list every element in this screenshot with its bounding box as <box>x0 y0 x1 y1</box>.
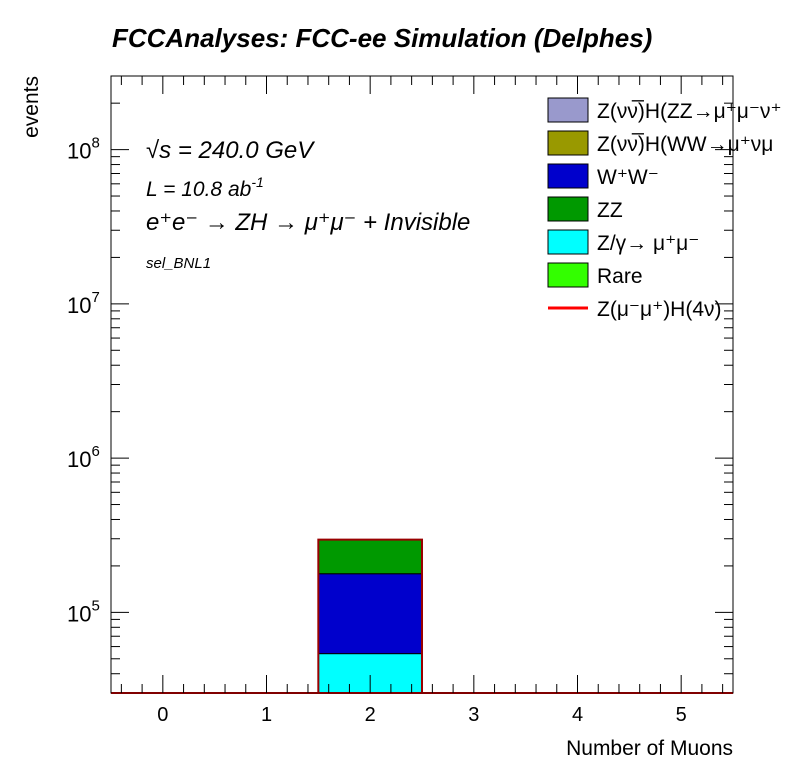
bar-segment <box>317 573 423 655</box>
x-tick-label: 0 <box>157 704 168 726</box>
legend-item: Z(μ⁻μ⁺)H(4ν) <box>548 298 722 321</box>
x-tick-label: 1 <box>261 704 272 726</box>
x-tick-label: 4 <box>572 704 583 726</box>
plot-area: 0 1 2 3 4 5 105 106 107 108 <box>67 75 734 726</box>
x-tick-label: 5 <box>676 704 687 726</box>
legend-swatch <box>547 97 589 123</box>
legend-item: Z(νν̅)H(ZZ→μ⁺μ⁻ν⁺ <box>547 97 782 123</box>
legend: Z(νν̅)H(ZZ→μ⁺μ⁻ν⁺ Z(νν̅)H(WW→μ⁺νμ W⁺W⁻ ZZ Z/… <box>547 97 782 321</box>
legend-swatch <box>547 196 589 222</box>
legend-swatch <box>547 262 589 288</box>
y-tick-label: 108 <box>67 135 100 164</box>
y-tick-label: 105 <box>67 597 100 626</box>
legend-item: Z/γ→ μ⁺μ⁻ <box>547 229 699 255</box>
y-axis-label: events <box>20 76 43 138</box>
legend-label: Z(νν̅)H(ZZ→μ⁺μ⁻ν⁺ <box>597 100 782 123</box>
legend-label: W⁺W⁻ <box>597 166 659 189</box>
x-tick-label: 2 <box>365 704 376 726</box>
stack-outline <box>111 538 733 694</box>
legend-label: Z(μ⁻μ⁺)H(4ν) <box>597 298 722 321</box>
legend-swatch <box>547 130 589 156</box>
legend-item: Rare <box>547 262 643 288</box>
legend-item: Z(νν̅)H(WW→μ⁺νμ <box>547 130 773 156</box>
bar-segment <box>317 539 423 575</box>
selection-annotation: sel_BNL1 <box>146 255 211 272</box>
legend-swatch <box>547 229 589 255</box>
y-tick-label: 107 <box>67 289 100 318</box>
x-tick-label: 3 <box>468 704 479 726</box>
legend-item: W⁺W⁻ <box>547 163 659 189</box>
legend-swatch <box>547 163 589 189</box>
chart-title: FCCAnalyses: FCC-ee Simulation (Delphes) <box>112 23 652 53</box>
energy-annotation: √s = 240.0 GeV <box>146 137 315 164</box>
legend-label: Z/γ→ μ⁺μ⁻ <box>597 232 699 255</box>
plot-annotations: √s = 240.0 GeV L = 10.8 ab-1 e⁺e⁻ → ZH →… <box>146 137 470 272</box>
legend-label: Rare <box>597 265 643 288</box>
y-tick-label: 106 <box>67 443 100 472</box>
legend-item: ZZ <box>547 196 623 222</box>
legend-label: ZZ <box>597 199 623 222</box>
luminosity-annotation: L = 10.8 ab-1 <box>146 174 264 201</box>
process-annotation: e⁺e⁻ → ZH → μ⁺μ⁻ + Invisible <box>146 209 470 236</box>
legend-label: Z(νν̅)H(WW→μ⁺νμ <box>597 133 773 156</box>
x-axis-label: Number of Muons <box>566 737 733 760</box>
